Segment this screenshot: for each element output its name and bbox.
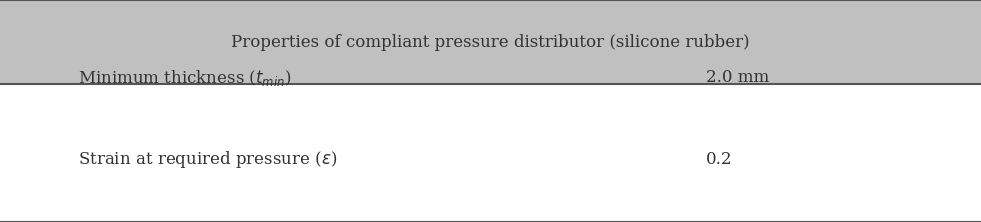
Bar (0, 84, 981, 222)
Text: 0.2: 0.2 (706, 151, 733, 168)
Text: Properties of compliant pressure distributor (silicone rubber): Properties of compliant pressure distrib… (232, 34, 749, 51)
Text: Strain at required pressure ($\varepsilon$): Strain at required pressure ($\varepsilo… (78, 149, 337, 170)
Bar (0, 0, 981, 84)
Text: Minimum thickness ($t_{min}$): Minimum thickness ($t_{min}$) (78, 68, 292, 88)
Text: 2.0 mm: 2.0 mm (706, 69, 769, 86)
